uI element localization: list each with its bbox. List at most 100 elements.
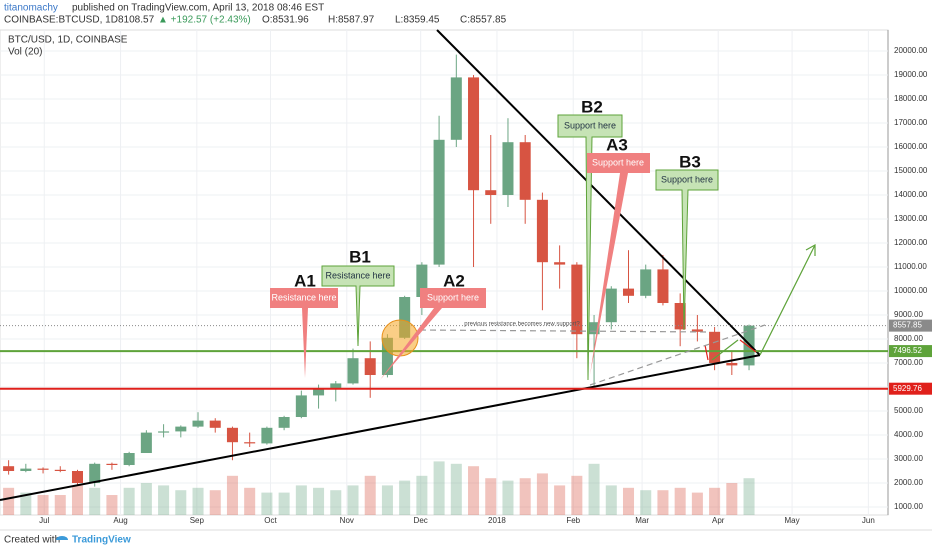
- candle-body: [89, 463, 101, 484]
- callout: [557, 114, 623, 381]
- x-tick-label: Feb: [566, 516, 580, 525]
- price-label-bg: [889, 382, 932, 395]
- symbol: COINBASE:BTCUSD, 1D: [4, 15, 118, 26]
- arrow: [704, 344, 709, 361]
- candle-body: [399, 297, 411, 338]
- candle-body: [571, 264, 583, 335]
- label: B2: [581, 97, 603, 116]
- callout-text: Support here: [661, 174, 713, 184]
- callout: [270, 288, 338, 378]
- label: A3: [606, 135, 628, 154]
- x-tick-label: Jun: [862, 516, 875, 525]
- candle-body: [416, 264, 428, 298]
- candle-body: [622, 288, 635, 296]
- candle-body: [347, 358, 359, 384]
- candle-body: [691, 329, 703, 332]
- callout-text: Support here: [592, 157, 644, 167]
- candle-body: [468, 77, 480, 191]
- author[interactable]: titanomachy: [4, 3, 58, 14]
- y-tick-label: 2000.00: [894, 478, 923, 487]
- dashed-line: [419, 329, 711, 333]
- volume-bar: [691, 492, 703, 515]
- price-label-bg: [889, 319, 932, 332]
- candle-body: [519, 142, 531, 200]
- candle-body: [209, 420, 221, 428]
- candle-body: [433, 139, 445, 265]
- y-tick-label: 13000.00: [894, 214, 928, 223]
- candle-body: [605, 288, 617, 323]
- volume-bar: [89, 487, 101, 515]
- candle-body: [536, 199, 548, 263]
- published: published on TradingView.com, April 13, …: [72, 3, 324, 14]
- volume-bar: [140, 483, 152, 515]
- candle-body: [709, 331, 721, 364]
- candle-body: [20, 468, 32, 472]
- y-tick-label: 19000.00: [894, 70, 928, 79]
- volume-bar: [726, 483, 738, 515]
- volume-bar: [175, 490, 187, 515]
- trendline: [0, 354, 761, 502]
- y-tick-label: 16000.00: [894, 142, 928, 151]
- volume-bar: [485, 478, 497, 515]
- volume-bar: [158, 485, 170, 515]
- volume-bar: [536, 473, 548, 515]
- x-tick-label: Dec: [414, 516, 428, 525]
- y-tick-label: 20000.00: [894, 46, 928, 55]
- volume-bar: [433, 461, 445, 515]
- volume-bar: [640, 490, 652, 515]
- price-label: 7496.52: [893, 346, 922, 355]
- candle-body: [37, 468, 49, 470]
- volume-bar: [657, 490, 669, 515]
- volume-bar: [364, 475, 376, 515]
- y-tick-label: 4000.00: [894, 430, 923, 439]
- legend: BTC/USD, 1D, COINBASE: [8, 35, 128, 46]
- last: 8108.57: [118, 15, 155, 26]
- change: ▲ +192.57 (+2.43%): [158, 15, 251, 26]
- x-tick-label: Jul: [39, 516, 49, 525]
- y-tick-label: 11000.00: [894, 262, 927, 271]
- callouts: A1 Resistance here B1 Resistance here A2…: [270, 97, 719, 381]
- candle-body: [313, 388, 325, 396]
- candle-body: [657, 269, 669, 304]
- candle-body: [502, 142, 514, 196]
- volume-bar: [381, 485, 393, 515]
- volume-bar: [330, 490, 342, 515]
- y-tick-label: 5000.00: [894, 406, 923, 415]
- y-tick-label: 15000.00: [894, 166, 928, 175]
- callout: [380, 288, 486, 380]
- candle-body: [450, 77, 462, 140]
- y-tick-label: 3000.00: [894, 454, 923, 463]
- volume-bar: [347, 485, 359, 515]
- candle-body: [244, 442, 256, 444]
- y-tick-label: 1000.00: [894, 502, 923, 511]
- candle-body: [175, 426, 187, 432]
- volume-legend: Vol (20): [8, 47, 42, 58]
- volume-bar: [571, 475, 583, 515]
- footer-brand[interactable]: TradingView: [72, 535, 131, 546]
- price-label-bg: [889, 345, 932, 358]
- open: O:8531.96: [262, 15, 309, 26]
- candle-body: [106, 463, 118, 466]
- volume-bar: [674, 487, 686, 515]
- arrow: [711, 339, 739, 361]
- y-tick-label: 17000.00: [894, 118, 928, 127]
- volume-bar: [709, 487, 721, 515]
- volume-bar: [20, 492, 32, 515]
- x-tick-label: Mar: [635, 516, 649, 525]
- y-tick-label: 9000.00: [894, 310, 923, 319]
- note: previous resistance becomes new support?: [464, 322, 580, 328]
- candle-body: [226, 427, 238, 443]
- candle-body: [674, 303, 686, 330]
- candle-body: [640, 269, 652, 296]
- logo: [56, 536, 68, 540]
- arrows: [419, 243, 816, 386]
- trendline: [436, 29, 761, 356]
- candle-body: [330, 383, 342, 389]
- candle-body: [192, 420, 204, 427]
- volume-bar: [37, 495, 49, 515]
- arrow-head: [805, 243, 816, 256]
- price-label: 8557.85: [893, 321, 922, 330]
- volume-bar: [399, 480, 411, 515]
- y-tick-label: 8000.00: [894, 334, 923, 343]
